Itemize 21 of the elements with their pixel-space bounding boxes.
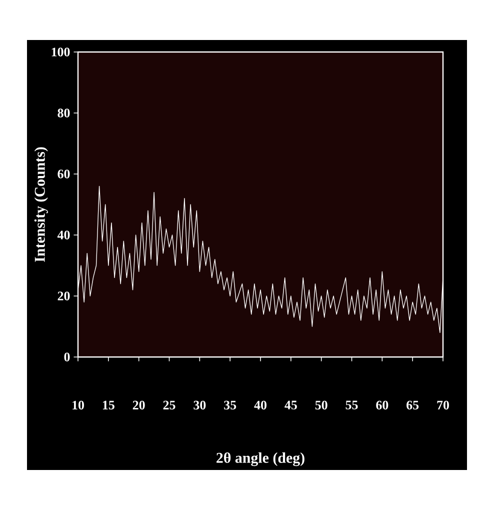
y-tick-label: 20 xyxy=(58,292,70,300)
y-tick-label: 0 xyxy=(64,352,70,362)
y-tick-label: 80 xyxy=(58,108,70,118)
x-tick-label: 50 xyxy=(315,400,328,410)
x-tick-label: 40 xyxy=(254,400,266,410)
x-tick-label: 60 xyxy=(376,400,388,410)
y-tick-label: 100 xyxy=(52,48,70,56)
x-tick-label: 20 xyxy=(132,400,145,410)
x-tick-label: 55 xyxy=(346,400,358,410)
x-tick-label: 30 xyxy=(194,400,206,410)
x-tick-label: 45 xyxy=(284,400,297,410)
y-tick-label: 60 xyxy=(58,170,70,178)
y-tick-label: 40 xyxy=(57,230,70,240)
x-tick-label: 10 xyxy=(72,400,84,410)
x-tick-label: 25 xyxy=(163,400,176,410)
x-axis-title: 2θ angle (deg) xyxy=(216,452,304,466)
y-axis-title: Intensity (Counts) xyxy=(34,147,48,262)
x-tick-label: 65 xyxy=(406,400,419,410)
x-tick-label: 15 xyxy=(102,400,114,410)
x-tick-label: 70 xyxy=(437,400,449,410)
x-tick-label: 35 xyxy=(224,400,236,410)
